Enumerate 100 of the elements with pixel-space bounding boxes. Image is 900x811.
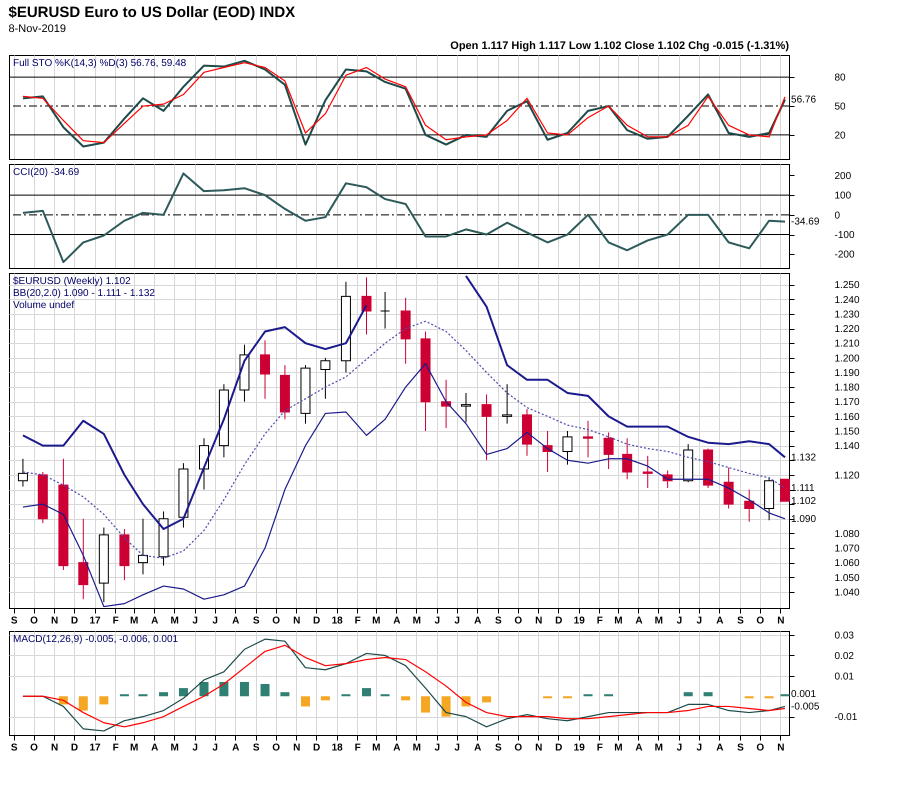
- x-tick-label: J: [212, 742, 218, 754]
- y-tick-label: 1.170: [834, 397, 860, 408]
- x-tick-label: 18: [332, 742, 344, 754]
- x-tick-label: J: [454, 742, 460, 754]
- x-tick-label: M: [412, 742, 421, 754]
- annotation: MACD(12,26,9) -0.005, -0.006, 0.001: [13, 634, 179, 645]
- x-tick-label: S: [737, 616, 744, 626]
- y-tick-label: 1.200: [834, 353, 860, 364]
- x-tick-label: N: [535, 742, 542, 754]
- y-tick-label: 1.210: [834, 338, 860, 350]
- x-tick-label: J: [192, 742, 198, 754]
- x-tick-label: 18: [332, 616, 344, 626]
- y-tick-label: 1.060: [834, 558, 860, 570]
- y-tick-label: 1.140: [834, 441, 860, 452]
- x-tick-label: 17: [90, 742, 102, 754]
- annotation: 1.132: [791, 452, 816, 464]
- x-tick-label: J: [676, 616, 682, 626]
- x-tick-label: A: [393, 742, 400, 754]
- x-tick-label: N: [535, 616, 542, 626]
- x-tick-label: M: [170, 742, 179, 754]
- x-tick-label: S: [494, 616, 502, 626]
- y-tick-label: 1.240: [834, 294, 860, 306]
- y-tick-label: -0.01: [834, 712, 858, 724]
- text: Open 1.117 High 1.117 Low 1.102 Close 1.102 Chg -0.015 (-1.31%): [450, 40, 790, 52]
- x-tick-label: A: [716, 616, 724, 626]
- annotation: -0.005: [791, 701, 820, 712]
- x-tick-label: M: [654, 616, 664, 626]
- annotation: 0.001: [791, 689, 816, 700]
- x-tick-label: A: [635, 616, 643, 626]
- x-tick-label: 17: [90, 616, 102, 626]
- x-tick-label: A: [716, 742, 724, 754]
- x-tick-label: J: [696, 616, 702, 626]
- annotation: 56.76: [791, 94, 816, 106]
- x-tick-label: F: [354, 616, 361, 626]
- x-tick-label: O: [272, 742, 280, 754]
- y-tick-label: 100: [834, 190, 852, 202]
- x-tick-label: A: [232, 616, 240, 626]
- y-tick-label: 1.120: [834, 470, 860, 482]
- annotation: -34.69: [791, 216, 820, 228]
- y-tick-label: 1.160: [834, 412, 860, 423]
- x-tick-label: A: [151, 742, 158, 754]
- x-tick-label: N: [50, 616, 58, 626]
- x-tick-label: M: [614, 616, 623, 626]
- annotation: 1.111: [791, 483, 815, 494]
- y-tick-label: 0.01: [834, 671, 854, 682]
- x-tick-label: F: [112, 742, 119, 754]
- x-tick-label: A: [232, 742, 240, 754]
- x-tick-label: F: [112, 616, 119, 626]
- y-tick-label: 0.02: [834, 650, 854, 662]
- y-tick-label: 1.050: [834, 572, 860, 584]
- x-tick-label: S: [252, 742, 260, 754]
- x-tick-label: J: [434, 742, 440, 754]
- annotation: BB(20,2.0) 1.090 - 1.111 - 1.132: [13, 288, 156, 299]
- x-tick-label: J: [434, 616, 440, 626]
- x-tick-label: F: [354, 742, 361, 754]
- x-tick-label: D: [312, 742, 320, 754]
- x-tick-label: A: [635, 742, 643, 754]
- x-tick-label: 19: [574, 616, 586, 626]
- y-tick-label: 50: [834, 102, 846, 113]
- y-tick-label: 1.040: [834, 587, 860, 598]
- annotation: 1.102: [791, 496, 816, 508]
- x-tick-label: O: [514, 742, 522, 754]
- annotation: Full STO %K(14,3) %D(3) 56.76, 59.48: [13, 58, 187, 69]
- x-tick-label: N: [777, 742, 784, 754]
- x-tick-label: O: [272, 616, 280, 626]
- x-tick-label: J: [212, 616, 218, 626]
- x-tick-label: O: [30, 616, 38, 626]
- x-tick-label: J: [696, 742, 702, 754]
- x-tick-label: F: [596, 616, 603, 626]
- x-tick-label: M: [614, 742, 623, 754]
- x-tick-label: M: [654, 742, 664, 754]
- x-tick-label: S: [10, 616, 18, 626]
- x-tick-label: A: [474, 616, 482, 626]
- x-tick-label: M: [412, 616, 421, 626]
- x-tick-label: 19: [574, 742, 586, 754]
- y-tick-label: 200: [834, 170, 852, 182]
- y-tick-label: 1.080: [834, 528, 860, 540]
- y-tick-label: 1.070: [834, 544, 860, 555]
- x-tick-label: N: [293, 616, 300, 626]
- y-tick-label: 1.220: [834, 324, 860, 336]
- x-tick-label: D: [70, 742, 78, 754]
- x-tick-label: M: [170, 616, 179, 626]
- x-tick-label: O: [514, 616, 522, 626]
- x-tick-label: J: [192, 616, 198, 626]
- y-tick-label: 1.190: [834, 368, 860, 379]
- x-tick-label: D: [312, 616, 320, 626]
- y-tick-label: 20: [834, 130, 846, 142]
- y-tick-label: 1.150: [834, 426, 860, 438]
- x-tick-label: S: [737, 742, 744, 754]
- x-tick-label: M: [372, 616, 380, 626]
- x-tick-label: A: [393, 616, 400, 626]
- x-tick-label: M: [372, 742, 380, 754]
- x-tick-label: J: [676, 742, 682, 754]
- x-tick-label: J: [454, 616, 460, 626]
- chart-subtitle: 8-Nov-2019: [8, 23, 66, 35]
- x-tick-label: D: [555, 742, 562, 754]
- x-tick-label: S: [252, 616, 260, 626]
- x-tick-label: N: [777, 616, 784, 626]
- x-tick-label: N: [50, 742, 58, 754]
- x-tick-label: A: [151, 616, 158, 626]
